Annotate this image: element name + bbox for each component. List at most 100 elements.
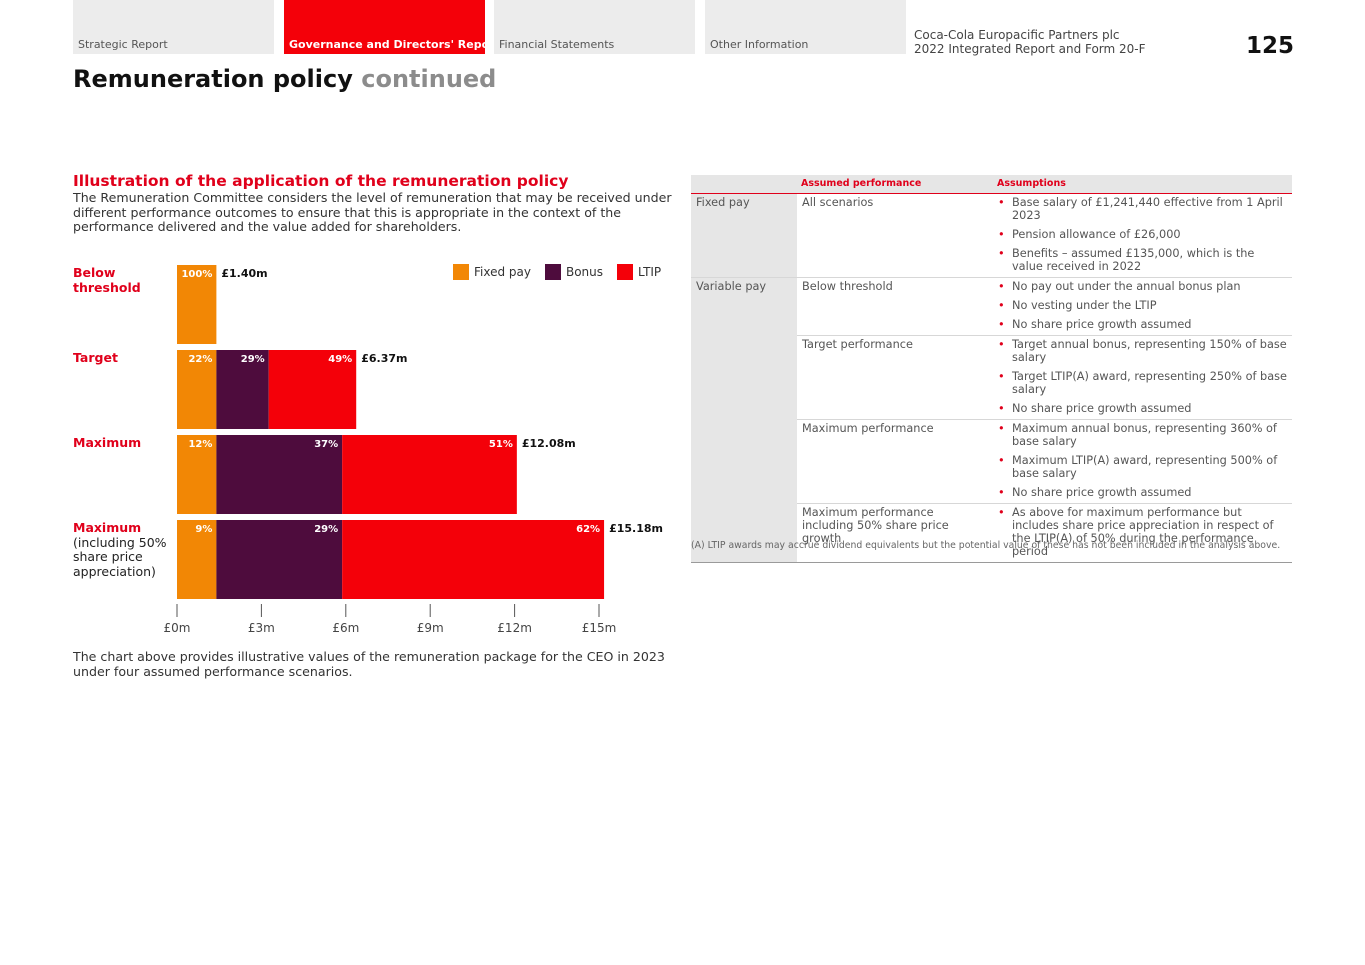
legend-label-ltip: LTIP [638,265,662,279]
bar-percent-label: 12% [188,439,212,450]
page-number: 125 [1246,33,1295,59]
assumption-bullet: No share price growth assumed [998,486,1287,499]
assumption-bullet-list: Target annual bonus, representing 150% o… [998,338,1287,415]
assumption-bullet-list: Maximum annual bonus, representing 360% … [998,422,1287,499]
bar-segment-fixed-pay [177,265,217,344]
document-title-line2: 2022 Integrated Report and Form 20-F [914,42,1146,56]
scenario-label-text: Maximum [73,435,142,450]
chart-caption: The chart above provides illustrative va… [73,649,665,679]
scenario-label-text: Maximum [73,520,142,535]
table-header-performance: Assumed performance [797,175,993,194]
legend-label-bonus: Bonus [565,265,604,279]
bar-segment-bonus [216,350,269,429]
assumption-bullet: Target annual bonus, representing 150% o… [998,338,1287,364]
legend-swatch-fixed-pay [453,264,469,280]
bar-segment-fixed-pay [177,520,217,599]
assumption-bullet: Pension allowance of £26,000 [998,228,1287,241]
bar-percent-label: 49% [328,354,352,365]
assumption-bullet: No share price growth assumed [998,402,1287,415]
bar-percent-label: 37% [314,439,338,450]
bar-segment-bonus [216,520,343,599]
table-cell-assumptions: Maximum annual bonus, representing 360% … [993,418,1292,503]
page-title-suffix: continued [361,65,497,93]
scenario-label-text: Target [73,350,118,365]
assumption-bullet-list: No pay out under the annual bonus plan No… [998,280,1287,331]
assumption-bullet: Maximum LTIP(A) award, representing 500%… [998,454,1287,480]
bar-percent-label: 22% [188,354,212,365]
table-cell-group: Variable pay [691,276,797,335]
assumptions-table: Assumed performance Assumptions Fixed pa… [691,175,1292,563]
table-cell-assumptions: No pay out under the annual bonus plan No… [993,276,1292,335]
assumption-bullet: No share price growth assumed [998,318,1287,331]
legend-item-ltip: LTIP [617,264,661,280]
table-row: Maximum performanceMaximum annual bonus,… [691,418,1292,503]
bar-total-label: £12.08m [522,437,576,450]
table-cell-performance: Below threshold [797,276,993,335]
assumption-bullet-list: As above for maximum performance but inc… [998,506,1287,558]
nav-tab-governance[interactable]: Governance and Directors' Report [284,0,500,54]
scenario-label-maximum-share-growth: Maximum (including 50% share price appre… [73,520,173,579]
scenario-label-text: Below threshold [73,265,141,295]
assumption-bullet: Base salary of £1,241,440 effective from… [998,196,1287,222]
assumption-bullet: No vesting under the LTIP [998,299,1287,312]
page-title-main: Remuneration policy [73,65,353,93]
scenario-label-below-threshold: Below threshold [73,265,173,295]
section-heading: Illustration of the application of the r… [73,172,569,190]
x-axis-tick-label: £12m [497,621,532,635]
chart-legend: Fixed pay Bonus LTIP [453,264,675,280]
table-cell-performance: All scenarios [802,195,874,209]
table-cell-group [691,335,797,419]
bar-segment-fixed-pay [177,350,217,429]
assumption-bullet: Target LTIP(A) award, representing 250% … [998,370,1287,396]
nav-tab-other-information[interactable]: Other Information [705,0,906,54]
table-header-group [691,175,797,194]
table-cell-assumptions: Base salary of £1,241,440 effective from… [993,193,1292,277]
assumption-bullet: Benefits – assumed £135,000, which is th… [998,247,1287,273]
x-axis-tick-label: £6m [332,621,359,635]
bar-segment-ltip [342,435,517,514]
document-title: Coca-Cola Europacific Partners plc 2022 … [914,28,1146,56]
bar-total-label: £1.40m [221,267,267,280]
scenario-label-subtext: (including 50% share price appreciation) [73,534,167,579]
scenario-label-maximum: Maximum [73,435,173,451]
legend-item-bonus: Bonus [544,264,604,280]
bar-total-label: £6.37m [361,352,407,365]
bar-percent-label: 100% [181,269,212,280]
legend-item-fixed-pay: Fixed pay [453,264,531,280]
legend-swatch-bonus [544,264,561,280]
bar-percent-label: 9% [195,524,212,535]
table-cell-performance: Maximum performance [797,418,993,503]
table-cell-assumptions: As above for maximum performance but inc… [993,502,1292,563]
x-axis-tick-label: £3m [248,621,275,635]
bar-segment-fixed-pay [177,435,217,514]
intro-paragraph: The Remuneration Committee considers the… [73,190,672,234]
x-axis-tick-label: £9m [417,621,444,635]
x-axis-tick-label: £0m [164,621,191,635]
table-cell-assumptions: Target annual bonus, representing 150% o… [993,334,1292,419]
table-cell-group [691,419,797,503]
bar-percent-label: 51% [489,439,513,450]
table-cell-performance: Target performance [797,334,993,419]
bar-percent-label: 29% [314,524,338,535]
legend-label-fixed-pay: Fixed pay [474,265,531,279]
table-footnote: (A) LTIP awards may accrue dividend equi… [691,540,1281,551]
assumption-bullet: No pay out under the annual bonus plan [998,280,1287,293]
scenario-label-target: Target [73,350,173,366]
nav-tab-strategic-report[interactable]: Strategic Report [73,0,274,54]
page-title: Remuneration policy continued [73,65,496,93]
assumption-bullet: Maximum annual bonus, representing 360% … [998,422,1287,448]
table-header-assumptions: Assumptions [993,175,1292,194]
document-title-line1: Coca-Cola Europacific Partners plc [914,28,1120,42]
nav-tab-financial-statements[interactable]: Financial Statements [494,0,695,54]
table-row: Target performanceTarget annual bonus, r… [691,334,1292,419]
bar-percent-label: 29% [241,354,265,365]
table-row: Fixed pay All scenarios Base salary of £1,… [691,193,1292,277]
assumption-bullet-list: Base salary of £1,241,440 effective from… [998,196,1287,273]
table-cell-group [691,503,797,563]
x-axis-tick-label: £15m [582,621,617,635]
assumption-bullet: As above for maximum performance but inc… [998,506,1287,558]
bar-segment-ltip [342,520,605,599]
table-cell-performance: Maximum performance including 50% share … [797,502,993,563]
bar-segment-bonus [216,435,343,514]
